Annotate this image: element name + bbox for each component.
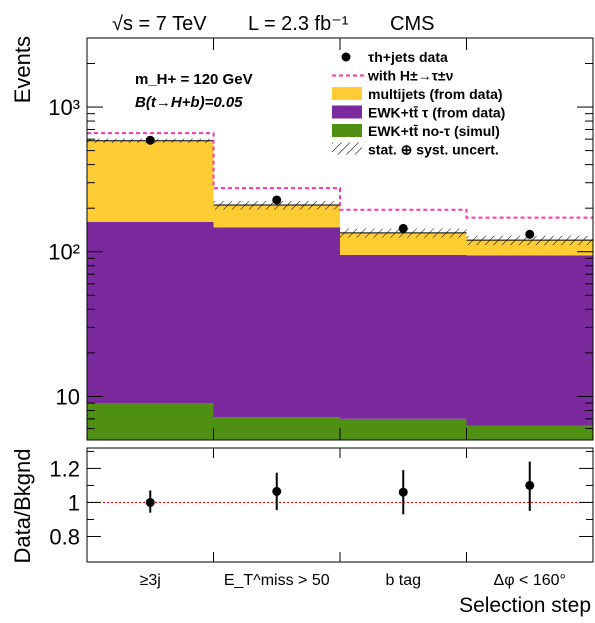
y-tick-label: 10 — [56, 384, 80, 409]
ratio-point — [272, 486, 282, 496]
bar-ewk_notau — [87, 403, 214, 440]
legend-data-marker — [341, 52, 351, 62]
stack-layer — [87, 140, 593, 440]
ratio-point — [398, 487, 408, 497]
legend-swatch-multijets — [332, 87, 362, 100]
legend-label: EWK+tt̄ no-τ (simul) — [368, 123, 500, 139]
bar-ewk_tau — [87, 221, 214, 404]
legend-label: multijets (from data) — [368, 86, 503, 102]
data-point — [145, 135, 155, 145]
legend-swatch-ewk_tau — [332, 105, 362, 119]
ratio-y-tick-label: 1 — [68, 490, 80, 515]
bar-ewk_notau — [466, 425, 593, 440]
x-category-label: Δφ < 160° — [494, 572, 566, 589]
ratio-axis-ticks: 0.8 1 1.2 — [49, 448, 593, 562]
ratio-y-tick-label: 1.2 — [49, 456, 80, 481]
legend-uncert-swatch — [332, 142, 362, 155]
uncertainty-band — [213, 201, 340, 210]
legend-label: stat. ⊕ syst. uncert. — [368, 142, 499, 158]
signal-line — [87, 132, 593, 219]
ratio-layer — [87, 461, 593, 515]
bar-multijets — [340, 232, 467, 255]
header-lumi: L = 2.3 fb⁻¹ — [248, 13, 349, 35]
legend-label: EWK+tt̄ τ (from data) — [368, 104, 505, 120]
data-point — [272, 195, 282, 205]
main-y-axis-label: Events — [10, 36, 35, 103]
uncertainty-band — [466, 235, 593, 246]
bar-ewk_notau — [340, 418, 467, 440]
x-category-label: E_T^miss > 50 — [224, 572, 330, 589]
legend-label: τh+jets data — [368, 49, 448, 65]
x-category-label: b tag — [385, 572, 421, 589]
ratio-point — [525, 480, 535, 490]
ratio-point — [145, 497, 155, 507]
ratio-y-tick-label: 0.8 — [49, 524, 80, 549]
x-axis-label: Selection step — [459, 594, 591, 617]
main-axis-ticks: 10 10² 10³ — [48, 37, 593, 441]
ratio-plot-frame — [86, 447, 594, 563]
x-category-labels: ≥3j E_T^miss > 50 b tag Δφ < 160° — [140, 572, 566, 589]
annotation-br: B(t→H+b)=0.05 — [135, 94, 243, 111]
bar-multijets — [87, 140, 214, 222]
annotation-mass: m_H+ = 120 GeV — [135, 71, 253, 88]
bar-ewk_tau — [466, 255, 593, 426]
legend-swatch-ewk_notau — [332, 124, 362, 137]
y-tick-label: 10² — [48, 240, 80, 265]
uncertainty-band — [340, 228, 467, 238]
y-tick-label: 10³ — [48, 95, 80, 120]
legend: τh+jets data with H±→τ±ν multijets (from d… — [332, 49, 505, 158]
data-point — [525, 229, 535, 239]
header-energy: √s = 7 TeV — [112, 13, 207, 35]
bar-ewk_tau — [213, 227, 340, 418]
bar-ewk_notau — [213, 417, 340, 440]
data-point — [398, 223, 408, 233]
x-category-label: ≥3j — [140, 572, 161, 589]
legend-label: with H±→τ±ν — [367, 68, 454, 84]
bar-ewk_tau — [340, 254, 467, 419]
header-experiment: CMS — [390, 13, 434, 35]
bar-multijets — [213, 205, 340, 228]
overlay-layer — [87, 132, 593, 246]
ratio-y-axis-label: Data/Bkgnd — [10, 449, 35, 564]
